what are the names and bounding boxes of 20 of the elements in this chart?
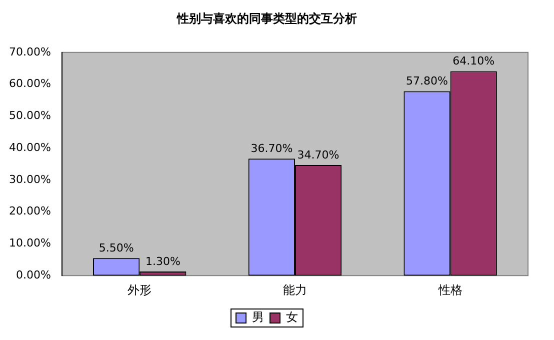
y-tick-label: 20.00%: [8, 204, 51, 218]
x-tick-label: 能力: [282, 282, 307, 297]
data-label: 36.70%: [250, 142, 293, 155]
data-label: 1.30%: [145, 254, 180, 268]
y-tick-label: 50.00%: [8, 109, 51, 122]
y-tick-label: 30.00%: [8, 172, 51, 186]
y-tick-label: 40.00%: [8, 140, 51, 154]
data-label: 5.50%: [98, 241, 134, 254]
y-tick-label: 60.00%: [8, 77, 51, 90]
legend-label: 女: [286, 310, 298, 324]
chart-title: 性别与喜欢的同事类型的交互分析: [176, 11, 357, 26]
y-tick-label: 70.00%: [8, 45, 51, 58]
y-tick-label: 0.00%: [16, 268, 51, 282]
data-label: 57.80%: [406, 74, 448, 88]
x-tick-label: 性格: [437, 282, 462, 297]
x-tick-label: 外形: [128, 282, 152, 297]
data-label: 34.70%: [297, 148, 340, 162]
legend-label: 男: [252, 310, 264, 324]
y-tick-label: 10.00%: [8, 236, 51, 250]
data-label: 64.10%: [452, 54, 495, 68]
